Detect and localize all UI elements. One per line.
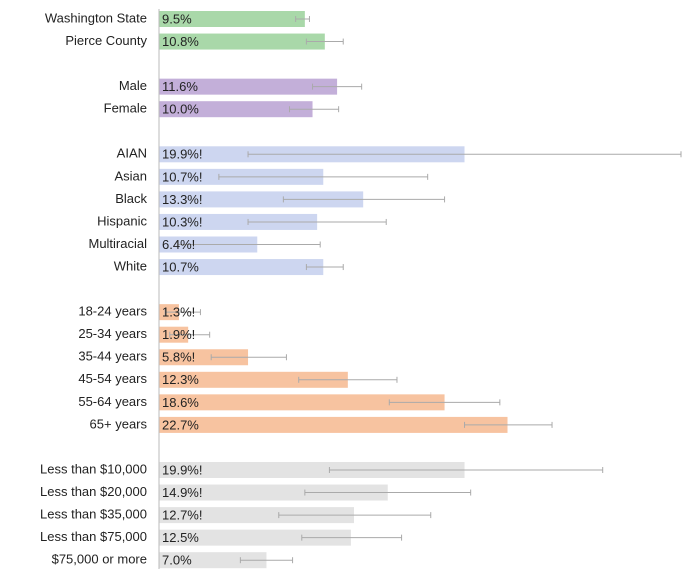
category-label: AIAN [117,146,147,161]
bar [159,259,324,276]
category-label: Pierce County [65,33,147,48]
value-label: 13.3%! [162,192,202,207]
category-label: Male [119,78,147,93]
value-label: 7.0% [162,553,192,568]
category-label: Multiracial [88,236,147,251]
category-label: Less than $75,000 [40,529,147,544]
bar [159,33,325,50]
value-label: 1.9%! [162,327,195,342]
value-label: 10.8% [162,34,199,49]
bar [159,462,465,478]
bar [159,394,445,411]
category-label: $75,000 or more [52,552,147,567]
category-label: Less than $35,000 [40,507,147,522]
value-label: 5.8%! [162,350,195,365]
bar [159,349,249,366]
value-label: 14.9%! [162,485,202,500]
category-label: 55-64 years [78,394,147,409]
category-label: Black [115,191,147,206]
value-label: 11.6% [162,79,198,94]
value-label: 12.5% [162,530,199,545]
category-label: Less than $20,000 [40,484,147,499]
bar [159,11,305,27]
bar [159,484,388,501]
category-label: White [114,258,147,273]
bar [159,78,338,95]
category-label: Hispanic [97,213,147,228]
category-label: 18-24 years [78,304,147,319]
category-label: 45-54 years [78,371,147,386]
value-label: 10.3%! [162,214,202,229]
bar [159,371,348,388]
value-label: 10.0% [162,102,199,117]
value-label: 9.5% [162,11,192,26]
value-label: 19.9%! [162,147,202,162]
value-label: 12.3% [162,372,199,387]
bar [159,213,318,230]
category-label: 65+ years [90,416,148,431]
category-label: Asian [114,168,147,183]
category-label: 25-34 years [78,326,147,341]
category-label: Washington State [45,10,147,25]
value-label: 19.9%! [162,462,202,477]
value-label: 18.6% [162,395,199,410]
value-label: 22.7% [162,417,199,432]
category-label: 35-44 years [78,349,147,364]
value-label: 6.4%! [162,237,195,252]
bar [159,529,351,546]
bar [159,552,267,569]
value-label: 10.7% [162,259,199,274]
value-label: 1.3%! [162,305,195,320]
category-label: Female [104,101,147,116]
category-label: Less than $10,000 [40,461,147,476]
bar [159,191,364,208]
bar [159,101,313,118]
value-label: 12.7%! [162,508,202,523]
value-label: 10.7%! [162,169,202,184]
bar [159,416,508,433]
bar [159,507,354,524]
